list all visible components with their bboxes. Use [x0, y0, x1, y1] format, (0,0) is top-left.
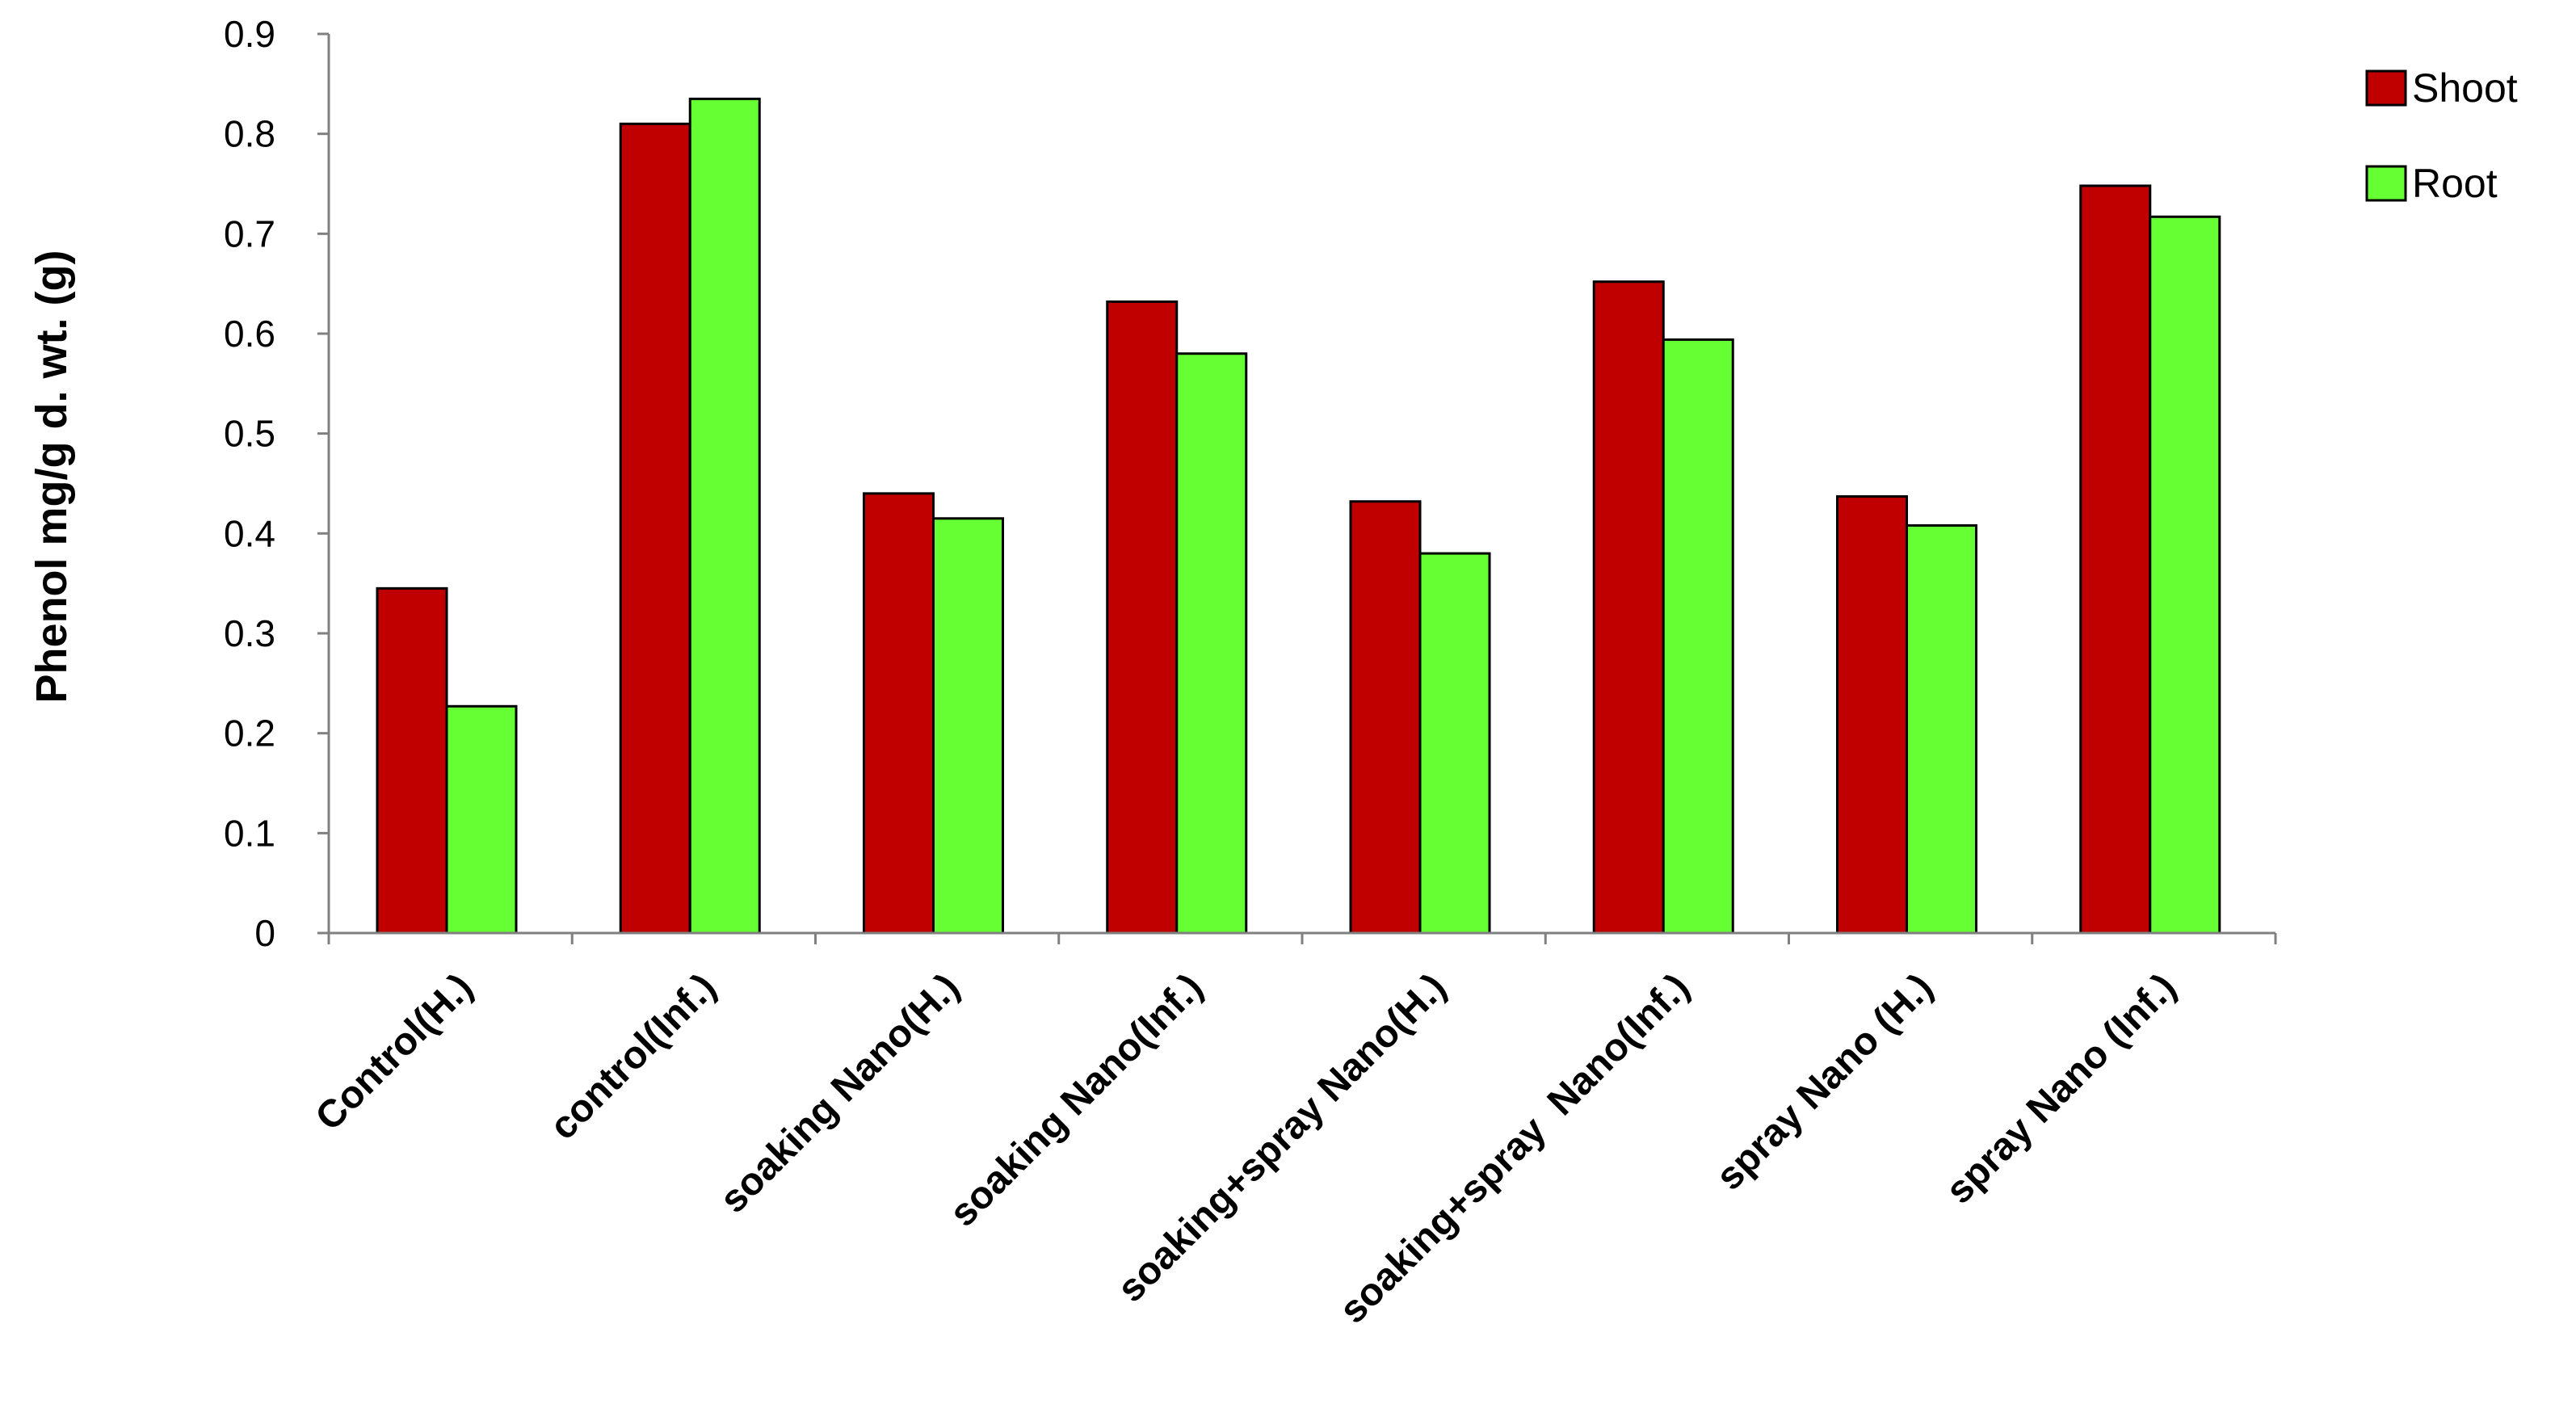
bar-shoot-5: [1592, 280, 1665, 935]
y-tick-label: 0.9: [224, 13, 275, 55]
y-tick-label: 0.2: [224, 713, 275, 755]
x-category-label: soaking Nano(H.): [712, 965, 968, 1221]
bar-shoot-4: [1349, 500, 1422, 935]
x-category-label: spray Nano (H.): [1708, 965, 1941, 1198]
y-tick-label: 0.3: [224, 612, 275, 654]
legend-label-shoot: Shoot: [2412, 65, 2518, 111]
y-axis-ticks: 0 0.1 0.2 0.3 0.4 0.5 0.6 0.7 0.8 0.9: [224, 13, 329, 954]
y-tick-label: 0.6: [224, 313, 275, 355]
bar-root-4: [1418, 552, 1491, 935]
y-tick-label: 0.1: [224, 812, 275, 854]
bar-root-7: [2149, 215, 2221, 935]
legend-swatch-root: [2365, 165, 2407, 202]
bar-root-5: [1662, 338, 1734, 935]
bar-root-2: [932, 517, 1004, 935]
bar-shoot-6: [1836, 495, 1908, 935]
y-tick-label: 0: [254, 912, 275, 954]
bar-root-0: [445, 704, 518, 935]
x-category-label: soaking Nano(Inf.): [942, 965, 1212, 1235]
x-axis-labels: Control(H.) control(Inf.)soaking Nano(H.)…: [308, 965, 2184, 1331]
bar-shoot-1: [619, 122, 691, 935]
y-tick-label: 0.7: [224, 212, 275, 254]
axes: [327, 34, 2277, 944]
bar-shoot-3: [1106, 300, 1179, 935]
y-tick-label: 0.8: [224, 113, 275, 155]
bar-shoot-0: [376, 586, 448, 935]
bar-root-1: [688, 97, 761, 935]
x-category-label: control(Inf.): [542, 965, 725, 1148]
bar-shoot-2: [863, 492, 935, 935]
legend-swatch-shoot: [2365, 69, 2407, 107]
bars-group: [376, 97, 2221, 935]
bar-root-3: [1175, 352, 1248, 935]
x-category-label: Control(H.): [308, 965, 481, 1139]
y-axis-label: Phenol mg/g d. wt. (g): [27, 250, 76, 704]
y-tick-label: 0.4: [224, 512, 275, 554]
bar-root-6: [1906, 523, 1977, 935]
x-category-label: spray Nano (Inf.): [1938, 965, 2184, 1212]
legend-label-root: Root: [2412, 161, 2498, 206]
legend: Shoot Root: [2365, 65, 2518, 206]
bar-shoot-7: [2079, 184, 2152, 935]
y-tick-label: 0.5: [224, 413, 275, 455]
